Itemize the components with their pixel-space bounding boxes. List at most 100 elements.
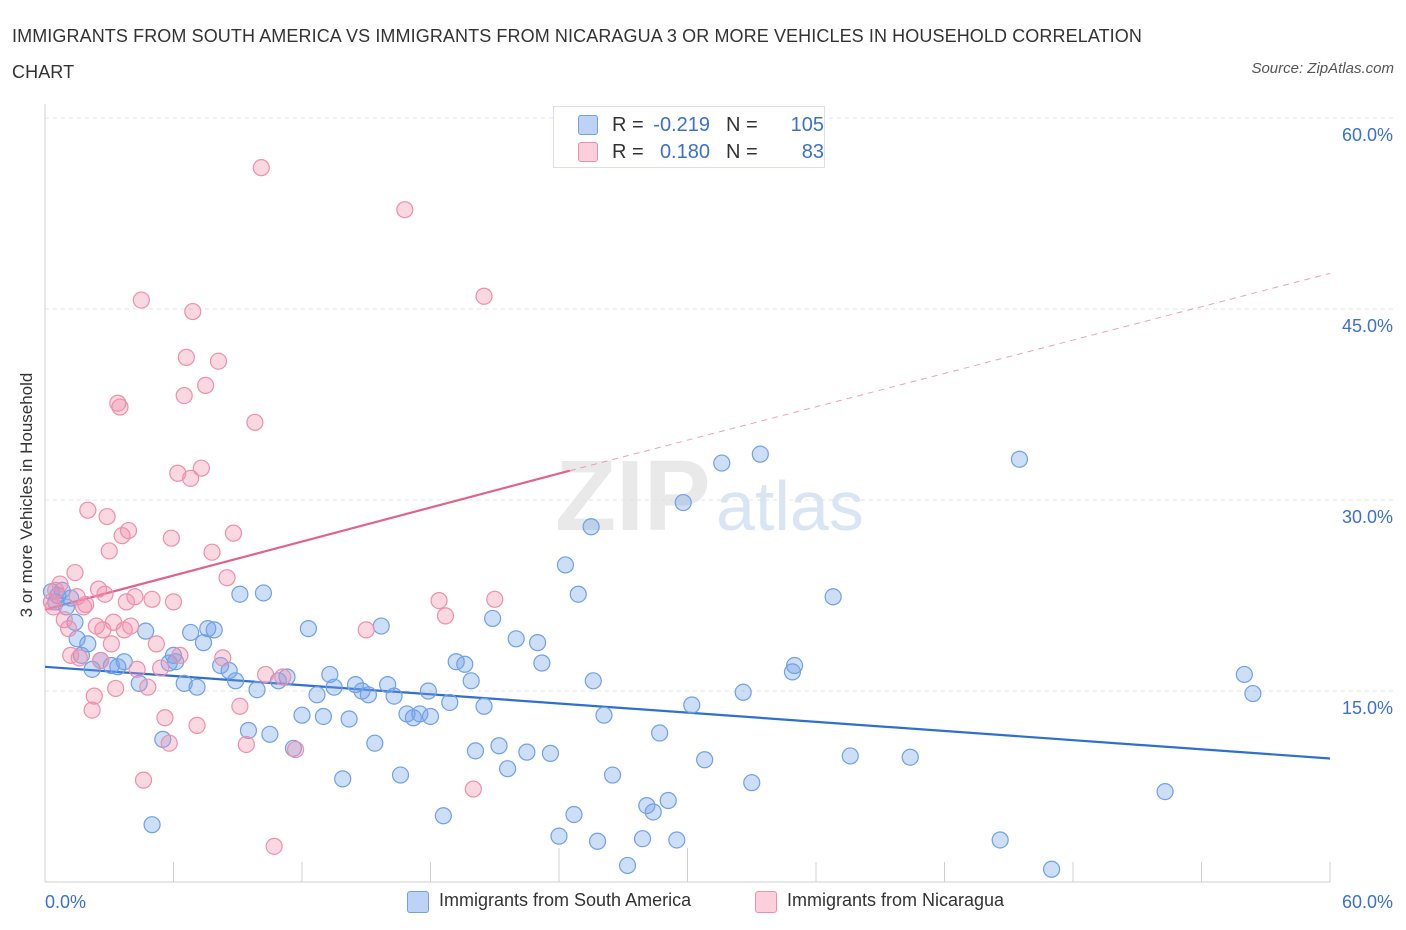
south-america-point — [421, 707, 440, 726]
legend-n-label: N = — [726, 114, 758, 136]
south-america-point — [314, 707, 333, 726]
south-america-point — [194, 634, 213, 652]
nicaragua-point — [357, 621, 375, 639]
south-america-point — [518, 743, 536, 761]
south-america-point — [299, 620, 318, 638]
south-america-point — [618, 856, 637, 875]
south-america-point — [57, 598, 76, 616]
nicaragua-point — [214, 649, 232, 667]
bottom-legend-swatch-nicaragua — [755, 891, 777, 913]
nicaragua-point — [143, 590, 161, 608]
south-america-point — [584, 672, 602, 690]
south-america-point — [783, 663, 802, 681]
south-america-point — [385, 687, 403, 705]
nicaragua-point — [100, 542, 118, 560]
nicaragua-point — [436, 607, 455, 625]
nicaragua-point — [265, 837, 283, 855]
south-america-point — [254, 584, 273, 602]
south-america-point — [334, 770, 352, 788]
chart-title: IMMIGRANTS FROM SOUTH AMERICA VS IMMIGRA… — [12, 26, 1142, 82]
south-america-point — [359, 686, 377, 704]
watermark-atlas: atlas — [716, 467, 864, 545]
south-america-point — [588, 832, 607, 850]
south-america-point — [411, 705, 429, 723]
south-america-point — [1156, 782, 1174, 801]
nicaragua-point — [55, 611, 73, 629]
south-america-point — [674, 493, 692, 512]
nicaragua-point — [192, 459, 210, 477]
south-america-point — [278, 668, 296, 686]
south-america-point — [182, 623, 200, 642]
legend-n-label: N = — [726, 141, 758, 163]
south-america-point — [293, 706, 311, 724]
south-america-point — [484, 609, 502, 628]
south-america-point — [841, 747, 859, 765]
south-america-point — [713, 454, 731, 472]
south-america-point — [109, 658, 127, 676]
nicaragua-point — [51, 575, 69, 593]
nicaragua-point — [107, 679, 125, 698]
south-america-point — [528, 634, 547, 652]
nicaragua-trend-extension — [569, 272, 1331, 472]
nicaragua-point — [132, 291, 150, 309]
x-tick-label: 60.0% — [1342, 892, 1393, 912]
nicaragua-point — [83, 701, 101, 719]
south-america-point — [1235, 665, 1253, 684]
nicaragua-point — [79, 501, 97, 519]
nicaragua-point — [197, 376, 215, 394]
nicaragua-point — [396, 201, 414, 219]
nicaragua-point — [111, 398, 129, 416]
south-america-point — [1010, 450, 1029, 468]
nicaragua-point — [92, 651, 110, 670]
south-america-point — [261, 725, 279, 743]
legend-swatch-nicaragua — [578, 142, 598, 162]
south-america-point — [541, 744, 560, 762]
south-america-point — [188, 678, 206, 696]
nicaragua-point — [203, 543, 221, 561]
nicaragua-point — [98, 507, 116, 526]
y-tick-label: 45.0% — [1342, 316, 1393, 336]
south-america-point — [595, 706, 613, 724]
south-america-point — [391, 766, 410, 784]
source-label: Source: ZipAtlas.com — [1251, 60, 1394, 77]
south-america-point — [419, 682, 437, 700]
nicaragua-point — [70, 649, 88, 667]
nicaragua-point — [486, 590, 504, 608]
nicaragua-point — [160, 734, 178, 752]
legend-r-label: R = — [612, 114, 644, 136]
south-america-point — [550, 827, 568, 845]
south-america-point — [743, 774, 761, 792]
nicaragua-point — [119, 521, 138, 540]
nicaragua-point — [77, 595, 95, 614]
south-america-point — [824, 588, 842, 606]
south-america-point — [205, 621, 223, 639]
nicaragua-point — [102, 635, 120, 653]
legend-n-value: 83 — [801, 141, 824, 163]
south-america-point — [1244, 684, 1262, 703]
nicaragua-point — [464, 780, 482, 798]
south-america-point — [231, 585, 249, 603]
south-america-point — [734, 683, 752, 701]
nicaragua-point — [126, 588, 144, 606]
nicaragua-point — [175, 386, 193, 405]
nicaragua-point — [188, 716, 206, 734]
nicaragua-point — [122, 617, 140, 635]
south-america-point — [308, 686, 326, 704]
south-america-point — [644, 803, 662, 821]
stats-legend: R = -0.219 N = 105 R = 0.180 N = 83 — [553, 106, 825, 168]
nicaragua-point — [66, 563, 84, 582]
south-america-point — [372, 617, 390, 635]
legend-n-value: 105 — [790, 114, 824, 136]
south-america-point — [441, 693, 459, 712]
south-america-point — [143, 816, 161, 834]
nicaragua-point — [74, 598, 93, 616]
nicaragua-point — [162, 529, 180, 547]
south-america-point — [66, 613, 84, 631]
nicaragua-point — [171, 646, 189, 664]
nicaragua-point — [44, 598, 63, 616]
south-america-point — [507, 630, 525, 648]
south-america-point — [199, 620, 217, 638]
nicaragua-point — [85, 687, 103, 705]
nicaragua-point — [156, 709, 174, 727]
